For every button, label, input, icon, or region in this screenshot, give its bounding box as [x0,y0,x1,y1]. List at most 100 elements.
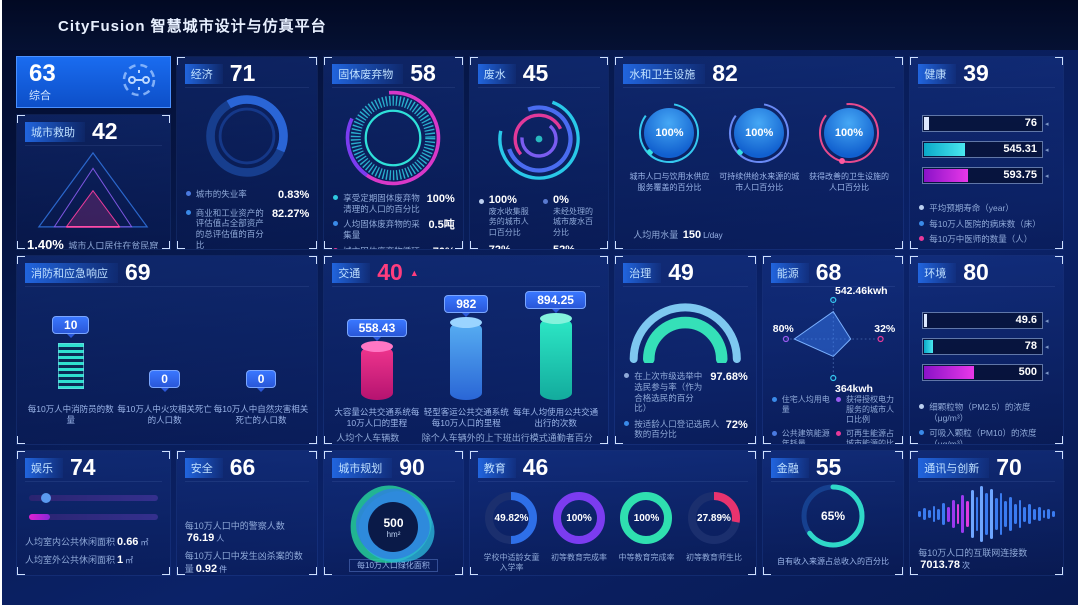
legend-item: 商业和工业资产的评估值占全部资产的总评估值的百分比 82.27% [185,208,309,249]
energy-axis-left: 80% [772,323,794,335]
panel-header: 健康 39 [918,62,1055,88]
panel-title: 城市救助 [25,121,85,142]
legend-item: 平均预期寿命（year） [918,203,1055,214]
education-donut: 100% 初等教育完成率 [548,490,610,563]
legend-item: 可再生能源占城市能源的比重 [835,429,895,444]
education-donut: 49.82% 学校中适龄女童入学率 [480,490,542,574]
trend-up-icon: ▲ [409,267,419,278]
panel-water-sanitation[interactable]: 水和卫生设施 82 100% 城市人口与饮用水供应服务覆盖的百分比 [614,56,905,250]
solid-waste-gauge-chart [332,88,454,188]
panel-solid-waste[interactable]: 固体废弃物 58 享受定期固体废弃物清理的人口的百分比 100% 人均固体废弃物的… [323,56,464,250]
panel-score: 70 [996,454,1022,480]
panel-telecom-innovation[interactable]: 通讯与创新 70 每10万人口的互联网连接数7013.78次 每10万人口的手机… [909,450,1064,576]
legend-dot [919,236,925,242]
panel-traffic[interactable]: 交通 40 ▲ 558.43 大容量公共交通系统每10万人口的里程 982 轻型… [323,255,610,445]
recreation-slider[interactable] [29,493,158,503]
legend-item: 在上次市级选举中选民参与率（作为合格选民的百分比） 97.68% [623,371,748,414]
value-marker-icon: ◂ [1045,343,1049,351]
cylinder-bar [539,313,572,400]
legend-dot [624,373,630,379]
panel-header: 安全 66 [184,456,310,482]
fire-indicator: 0 每10万人中火灾相关死亡的人口数 [117,369,212,425]
bar-row: 500 ◂ [922,364,1053,381]
cylinder-bar [360,341,393,400]
traffic-footnotes: 人均个人车辆数0.5辆 除个人车辆外的上下班出行模式通勤者百分比0.6999% [332,429,600,444]
planning-blob-chart: 500 hm² [344,476,443,574]
energy-axis-right: 32% [874,323,896,335]
recreation-stat: 人均室外公共休闲面积 1 ㎡ [25,554,134,566]
panel-title: 能源 [770,262,809,283]
panel-header: 环境 80 [918,261,1055,287]
finance-value: 65% [820,509,845,523]
panel-governance[interactable]: 治理 49 在上次市级选举中选民参与率（作为合格选民的百分比） 97.68% 按适… [614,255,757,445]
legend-item: 每10万中医师的数量（人） [918,234,1055,245]
panel-score: 71 [229,60,256,86]
environment-bars: 49.6 ◂ 78 ◂ 500 ◂ [918,303,1055,381]
panel-score: 42 [92,118,118,144]
panel-header: 废水 45 [477,60,601,88]
panel-energy[interactable]: 能源 68 542.46kwh 80% 32% 364kwh 住宅人均用电量 [761,255,905,445]
overall-score: 63 [29,59,56,87]
planning-unit: hm² [386,529,401,539]
value-bubble: 0 [245,369,277,392]
legend-dot [771,431,777,436]
panel-urban-planning[interactable]: 城市规划 90 500 hm² 每10万人口绿化面积 [323,450,464,576]
slider-knob[interactable] [40,493,51,503]
safety-stat: 每10万人口中的警察人数76.19 人 [184,521,285,544]
panel-finance[interactable]: 金融 55 65% 自有收入来源占总收入的百分比 [761,450,905,576]
legend-item: 获得授权电力服务的城市人口比例 [835,395,895,425]
legend-item: 72% 城市污水接受初步处理的比例 [478,240,536,249]
cylinder-bar [450,317,483,400]
water-footnote: 人均用水量 150 L/day [633,229,723,241]
legend-dot [185,209,191,215]
legend-item: 52% 城市污水接受二级处理的比例 [542,240,600,249]
panel-score: 49 [668,259,694,285]
panel-score: 80 [963,259,989,285]
traffic-footnote: 人均个人车辆数0.5辆 [336,433,400,444]
panel-score: 55 [815,454,842,480]
legend-item: 100% 废水收集服务的城市人口百分比 [478,190,536,240]
panel-header: 消防和应急响应 69 [25,261,310,287]
panel-header: 城市规划 90 [332,456,455,482]
legend-item: 0% 未经处理的城市废水百分比 [542,190,600,240]
recreation-slider[interactable] [29,514,158,520]
legend-dot [333,247,339,249]
panel-education[interactable]: 教育 46 49.82% 学校中适龄女童入学率 [468,450,757,576]
panel-header: 通讯与创新 70 [918,456,1055,482]
energy-legend: 住宅人均用电量 获得授权电力服务的城市人口比例 公共建筑能源年耗量 可再生能源占… [771,391,896,444]
legend-dot [771,397,777,402]
panel-score: 46 [522,454,549,480]
traffic-bar: 894.25 每年人均使用公共交通出行的次数 [513,291,599,429]
rescue-triangle-chart [25,146,162,232]
panel-title: 通讯与创新 [918,457,990,478]
panel-title: 固体废弃物 [332,63,404,84]
panel-recreation[interactable]: 娱乐 74 人均室内公共休闲面积 0.66 ㎡ 人均室外公共休闲面积 1 ㎡ [16,450,171,576]
rescue-value: 1.40% [27,237,64,250]
legend-item: 人均固体废弃物的采集量 0.5吨 [332,219,455,240]
panel-safety[interactable]: 安全 66 每10万人口中的警察人数76.19 人 每10万人口中发生凶杀案的数量… [175,450,319,576]
bar-row: 78 ◂ [922,338,1053,355]
slider-fill [29,514,50,520]
legend-dot [624,420,630,426]
panel-rescue[interactable]: 城市救助 42 1.40% 城市人口居住在贫民窟的比例 [16,114,171,250]
rescue-stat: 1.40% 城市人口居住在贫民窟的比例 [25,237,162,250]
panel-score: 45 [522,60,549,86]
col-overall: 63 综合 城市救助 42 [16,56,171,250]
panel-health[interactable]: 健康 39 76 ◂ 545.31 ◂ 593.75 ◂ 平均预期寿命（year） 每… [909,56,1064,250]
panel-economy[interactable]: 经济 71 城市的失业率 0.83% 商业和工业资产的评估值占全部资产的总评估值的… [175,56,319,250]
panel-environment[interactable]: 环境 80 49.6 ◂ 78 ◂ 500 ◂ 细颗粒物（PM2.5）的浓度（μg/m… [909,255,1064,445]
app-title: CityFusion 智慧城市设计与仿真平台 [58,17,327,35]
panel-title: 教育 [477,457,516,478]
overall-score-card[interactable]: 63 综合 [16,56,171,108]
overall-label: 综合 [29,89,51,102]
panel-fire-emergency[interactable]: 消防和应急响应 69 10 每10万人中消防员的数量 0 每10万人中火灾相关死… [16,255,319,445]
panel-score: 82 [712,60,738,86]
panel-title: 消防和应急响应 [25,262,118,283]
legend-dot [835,397,841,402]
top-bar: CityFusion 智慧城市设计与仿真平台 [2,0,1078,50]
panel-wastewater[interactable]: 废水 45 100% 废水收集服务的城市人口百分比 0% [468,56,610,250]
finance-label: 自有收入来源占总收入的百分比 [776,557,889,566]
energy-axis-bottom: 364kwh [834,383,873,395]
panel-title: 经济 [184,63,223,84]
